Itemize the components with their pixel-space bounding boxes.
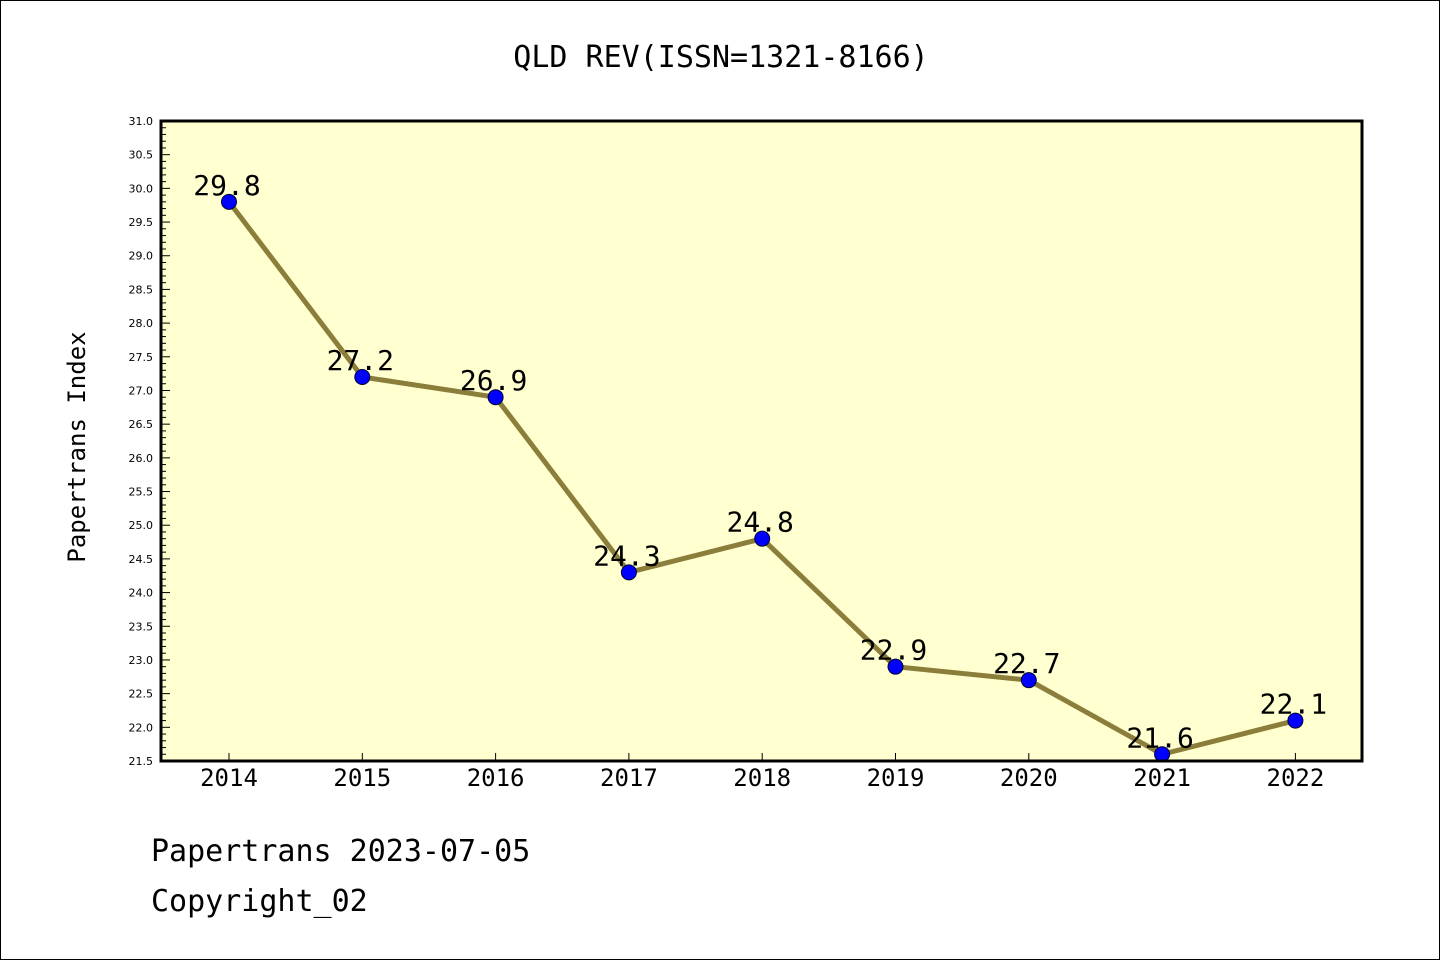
- data-point: [620, 564, 637, 581]
- footer-date: Papertrans 2023-07-05: [151, 834, 531, 869]
- y-tick-label: 25.5: [129, 486, 154, 499]
- y-tick-label: 23.0: [129, 654, 154, 667]
- y-tick-label: 27.5: [129, 351, 154, 364]
- x-tick-label: 2022: [1267, 764, 1325, 792]
- data-label: 22.1: [1260, 688, 1327, 721]
- data-label: 21.6: [1126, 721, 1193, 754]
- y-tick-label: 28.0: [129, 317, 154, 330]
- data-label: 24.3: [593, 539, 660, 572]
- data-label: 22.9: [860, 634, 927, 667]
- data-point: [487, 389, 504, 406]
- plot-area: [161, 121, 1362, 761]
- data-point: [1287, 712, 1304, 729]
- plot-border: [159, 119, 1364, 763]
- data-point: [887, 658, 904, 675]
- data-point: [221, 193, 237, 210]
- x-tick-label: 2014: [200, 764, 258, 792]
- data-points: [221, 193, 1304, 763]
- data-label: 27.2: [327, 344, 394, 377]
- x-tick-label: 2019: [867, 764, 925, 792]
- data-point: [754, 530, 771, 547]
- y-tick-label: 22.0: [129, 721, 154, 734]
- data-label: 22.7: [993, 647, 1060, 680]
- chart-title: QLD REV(ISSN=1321-8166): [513, 40, 928, 75]
- y-tick-label: 29.5: [129, 216, 154, 229]
- x-tick-label: 2018: [733, 764, 791, 792]
- x-axis-ticks: 2014 2015 2016 2017 2018 2019 2020 2021 2022: [200, 753, 1324, 792]
- y-tick-label: 29.0: [129, 250, 154, 263]
- y-tick-label: 24.5: [129, 553, 154, 566]
- data-point: [354, 369, 371, 385]
- data-label: 24.8: [726, 506, 793, 539]
- y-tick-label: 25.0: [129, 519, 154, 532]
- y-tick-label: 26.5: [129, 418, 154, 431]
- y-tick-label: 21.5: [129, 755, 154, 768]
- x-tick-label: 2021: [1133, 764, 1191, 792]
- y-tick-label: 31.0: [129, 115, 154, 128]
- data-labels: 29.8 27.2 26.9 24.3 24.8 22.9 22.7 21.6 22.1: [193, 169, 1327, 754]
- y-axis-label: Papertrans Index: [63, 331, 91, 562]
- y-tick-label: 30.0: [129, 182, 154, 195]
- x-tick-label: 2017: [600, 764, 658, 792]
- footer-copyright: Copyright_02: [151, 884, 368, 919]
- y-tick-label: 28.5: [129, 283, 154, 296]
- y-tick-label: 26.0: [129, 452, 154, 465]
- y-tick-label: 24.0: [129, 587, 154, 600]
- x-tick-label: 2016: [467, 764, 525, 792]
- data-label: 29.8: [193, 169, 260, 202]
- x-tick-label: 2020: [1000, 764, 1058, 792]
- data-label: 26.9: [460, 364, 527, 397]
- x-tick-label: 2015: [333, 764, 391, 792]
- y-tick-label: 22.5: [129, 688, 154, 701]
- y-tick-label: 30.5: [129, 149, 154, 162]
- y-tick-label: 27.0: [129, 384, 154, 397]
- data-point: [1020, 672, 1037, 689]
- y-tick-label: 23.5: [129, 620, 154, 633]
